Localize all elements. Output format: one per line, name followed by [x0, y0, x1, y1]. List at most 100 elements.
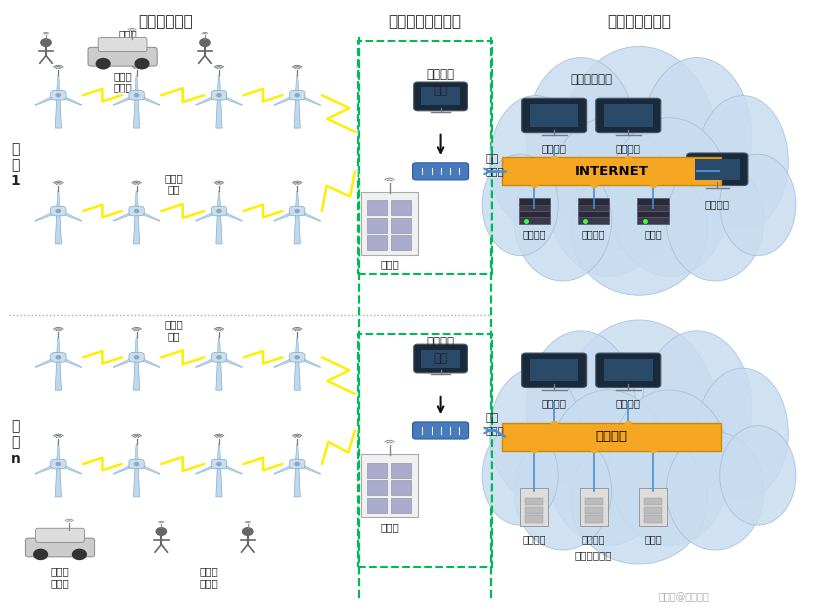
FancyBboxPatch shape [421, 349, 460, 368]
FancyBboxPatch shape [644, 515, 662, 522]
Polygon shape [294, 212, 300, 244]
Text: 电力专网: 电力专网 [596, 430, 628, 443]
Text: 数据中心: 数据中心 [582, 534, 606, 544]
FancyBboxPatch shape [50, 206, 66, 216]
Ellipse shape [667, 161, 764, 281]
FancyBboxPatch shape [367, 497, 388, 513]
FancyBboxPatch shape [129, 90, 144, 100]
FancyBboxPatch shape [290, 459, 305, 469]
Circle shape [295, 463, 299, 466]
FancyBboxPatch shape [211, 90, 227, 100]
Ellipse shape [490, 95, 581, 229]
FancyBboxPatch shape [686, 153, 748, 186]
Polygon shape [217, 191, 221, 211]
FancyBboxPatch shape [412, 422, 469, 439]
Polygon shape [35, 94, 59, 105]
FancyBboxPatch shape [644, 507, 662, 514]
FancyBboxPatch shape [530, 104, 578, 126]
FancyBboxPatch shape [519, 217, 550, 224]
Polygon shape [295, 75, 299, 95]
Circle shape [295, 356, 299, 359]
Ellipse shape [514, 161, 611, 281]
Polygon shape [295, 191, 299, 211]
FancyBboxPatch shape [412, 163, 469, 180]
Polygon shape [55, 212, 61, 244]
FancyBboxPatch shape [290, 206, 305, 216]
Polygon shape [135, 356, 160, 368]
Polygon shape [135, 210, 160, 221]
Circle shape [217, 210, 221, 213]
Ellipse shape [719, 154, 796, 255]
FancyBboxPatch shape [519, 198, 550, 205]
Polygon shape [296, 210, 321, 221]
Text: 监控中心: 监控中心 [542, 144, 567, 153]
FancyBboxPatch shape [638, 198, 668, 205]
Polygon shape [134, 75, 139, 95]
Polygon shape [294, 97, 300, 128]
Polygon shape [296, 463, 321, 474]
FancyBboxPatch shape [391, 480, 411, 495]
FancyBboxPatch shape [604, 359, 653, 381]
Text: 巡检运
维车辆: 巡检运 维车辆 [50, 566, 69, 588]
Ellipse shape [719, 426, 796, 525]
FancyBboxPatch shape [521, 488, 549, 526]
Circle shape [34, 549, 48, 560]
Ellipse shape [667, 432, 764, 550]
Polygon shape [56, 444, 60, 464]
Polygon shape [218, 210, 243, 221]
Polygon shape [295, 444, 299, 464]
Polygon shape [56, 75, 60, 95]
FancyBboxPatch shape [50, 459, 66, 469]
Circle shape [135, 59, 148, 69]
Polygon shape [196, 356, 220, 368]
Text: 数据中心: 数据中心 [582, 229, 606, 240]
Polygon shape [113, 94, 138, 105]
Polygon shape [58, 94, 82, 105]
Ellipse shape [514, 432, 611, 550]
FancyBboxPatch shape [526, 507, 544, 514]
FancyBboxPatch shape [638, 211, 668, 218]
Ellipse shape [482, 426, 559, 525]
Polygon shape [217, 337, 221, 357]
Polygon shape [134, 444, 139, 464]
FancyBboxPatch shape [361, 191, 418, 255]
Circle shape [56, 93, 60, 97]
Ellipse shape [609, 118, 730, 276]
FancyBboxPatch shape [50, 353, 66, 362]
Polygon shape [55, 465, 61, 497]
Text: 交换机: 交换机 [486, 425, 505, 436]
FancyBboxPatch shape [88, 47, 158, 66]
FancyBboxPatch shape [695, 159, 740, 180]
Circle shape [134, 356, 139, 359]
Polygon shape [113, 210, 138, 221]
Text: 风场广域互联网: 风场广域互联网 [607, 15, 671, 29]
FancyBboxPatch shape [578, 198, 610, 205]
Polygon shape [56, 337, 60, 357]
FancyBboxPatch shape [596, 98, 661, 133]
Polygon shape [35, 463, 59, 474]
FancyBboxPatch shape [129, 206, 144, 216]
Text: 交换机: 交换机 [486, 166, 505, 177]
FancyBboxPatch shape [585, 507, 603, 514]
Polygon shape [58, 210, 82, 221]
FancyBboxPatch shape [211, 353, 227, 362]
Ellipse shape [609, 390, 730, 546]
FancyBboxPatch shape [35, 529, 84, 543]
Text: INTERNET: INTERNET [575, 165, 648, 178]
FancyBboxPatch shape [391, 200, 411, 216]
Ellipse shape [697, 95, 789, 229]
Polygon shape [294, 465, 300, 497]
FancyBboxPatch shape [578, 211, 610, 218]
Circle shape [73, 549, 87, 560]
Circle shape [217, 463, 221, 466]
FancyBboxPatch shape [367, 480, 388, 495]
Ellipse shape [526, 57, 636, 216]
Text: 调度指挥: 调度指挥 [615, 398, 641, 408]
FancyBboxPatch shape [391, 463, 411, 478]
FancyBboxPatch shape [290, 353, 305, 362]
Text: 智能化
风机: 智能化 风机 [164, 173, 183, 194]
Text: 巡检运
维人员: 巡检运 维人员 [119, 29, 138, 51]
Polygon shape [113, 463, 138, 474]
Ellipse shape [697, 368, 789, 499]
Text: 风场宽带专网: 风场宽带专网 [138, 15, 193, 29]
